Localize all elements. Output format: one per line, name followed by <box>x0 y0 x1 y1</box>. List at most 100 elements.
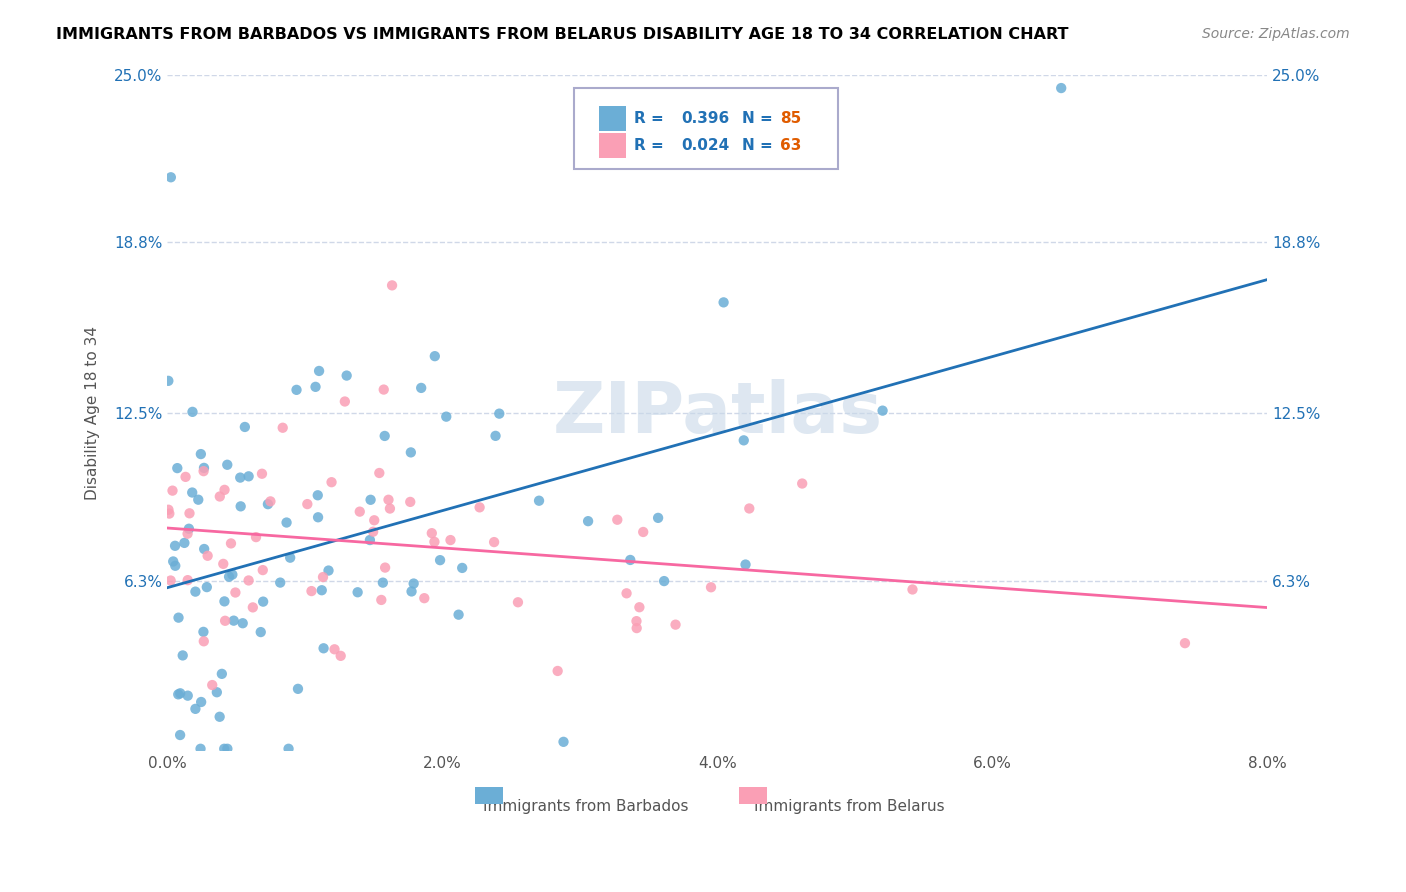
Point <box>166 461 188 475</box>
Point <box>527 493 550 508</box>
Point <box>193 464 215 478</box>
Point <box>304 380 326 394</box>
Point <box>297 497 319 511</box>
Point <box>401 584 423 599</box>
Point <box>1174 636 1197 650</box>
Point <box>371 575 394 590</box>
Point <box>484 429 506 443</box>
Point <box>190 447 212 461</box>
Point <box>190 695 212 709</box>
Point <box>336 368 359 383</box>
Point <box>333 394 356 409</box>
Point <box>229 470 252 484</box>
Point <box>193 461 215 475</box>
Point <box>259 494 281 508</box>
Point <box>626 621 648 635</box>
Point <box>208 710 231 724</box>
Point <box>307 488 329 502</box>
Text: R =: R = <box>634 138 669 153</box>
Point <box>323 642 346 657</box>
Point <box>420 526 443 541</box>
Point <box>488 407 510 421</box>
Point <box>195 580 218 594</box>
Point <box>179 506 201 520</box>
Point <box>359 533 381 547</box>
Point <box>212 557 235 571</box>
Point <box>311 583 333 598</box>
Point <box>468 500 491 515</box>
Point <box>901 582 924 597</box>
Point <box>713 295 735 310</box>
Text: R =: R = <box>634 111 669 126</box>
Point <box>218 570 240 584</box>
Point <box>429 553 451 567</box>
Point <box>269 575 291 590</box>
Text: Source: ZipAtlas.com: Source: ZipAtlas.com <box>1202 27 1350 41</box>
Point <box>159 574 181 588</box>
Point <box>242 600 264 615</box>
Point <box>172 648 194 663</box>
Point <box>214 594 236 608</box>
Point <box>321 475 343 490</box>
Point <box>173 536 195 550</box>
Point <box>176 526 198 541</box>
Point <box>277 741 299 756</box>
Point <box>628 600 651 615</box>
Point <box>423 349 446 363</box>
Point <box>181 485 204 500</box>
Point <box>187 492 209 507</box>
Point <box>378 501 401 516</box>
Point <box>402 576 425 591</box>
Point <box>217 741 239 756</box>
Y-axis label: Disability Age 18 to 34: Disability Age 18 to 34 <box>86 326 100 500</box>
Point <box>165 558 187 573</box>
Point <box>423 534 446 549</box>
Point <box>174 470 197 484</box>
Point <box>872 403 894 417</box>
Point <box>211 666 233 681</box>
Point <box>205 685 228 699</box>
Point <box>307 510 329 524</box>
Point <box>616 586 638 600</box>
Point <box>312 641 335 656</box>
Bar <box>599 106 626 131</box>
Point <box>547 664 569 678</box>
Point <box>647 511 669 525</box>
Point <box>733 434 755 448</box>
Point <box>224 585 246 599</box>
Point <box>252 563 274 577</box>
Point <box>167 687 190 701</box>
Bar <box>475 787 503 804</box>
Point <box>506 595 529 609</box>
Point <box>439 533 461 547</box>
Bar <box>599 134 626 158</box>
FancyBboxPatch shape <box>575 88 838 169</box>
Point <box>447 607 470 622</box>
Point <box>287 681 309 696</box>
Point <box>238 469 260 483</box>
Point <box>197 549 219 563</box>
Text: 63: 63 <box>780 138 801 153</box>
Point <box>553 735 575 749</box>
Point <box>346 585 368 599</box>
Point <box>792 476 814 491</box>
Point <box>222 614 245 628</box>
Point <box>413 591 436 606</box>
Point <box>631 524 654 539</box>
Point <box>162 554 184 568</box>
Point <box>201 678 224 692</box>
Point <box>249 625 271 640</box>
Point <box>377 492 399 507</box>
Point <box>271 421 294 435</box>
Point <box>451 561 474 575</box>
Point <box>162 483 184 498</box>
Point <box>700 580 723 594</box>
Point <box>399 495 422 509</box>
Point <box>738 501 761 516</box>
Point <box>374 560 396 574</box>
Point <box>301 584 323 599</box>
Point <box>238 574 260 588</box>
Point <box>285 383 308 397</box>
Point <box>212 741 235 756</box>
Point <box>233 420 256 434</box>
